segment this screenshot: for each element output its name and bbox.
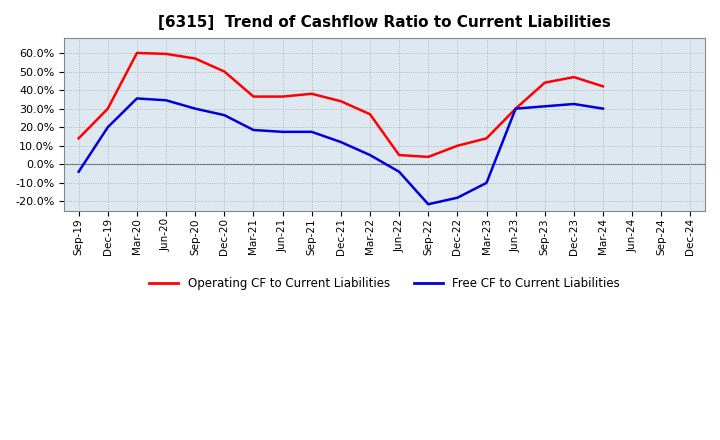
Legend: Operating CF to Current Liabilities, Free CF to Current Liabilities: Operating CF to Current Liabilities, Fre… [144, 272, 625, 295]
Title: [6315]  Trend of Cashflow Ratio to Current Liabilities: [6315] Trend of Cashflow Ratio to Curren… [158, 15, 611, 30]
